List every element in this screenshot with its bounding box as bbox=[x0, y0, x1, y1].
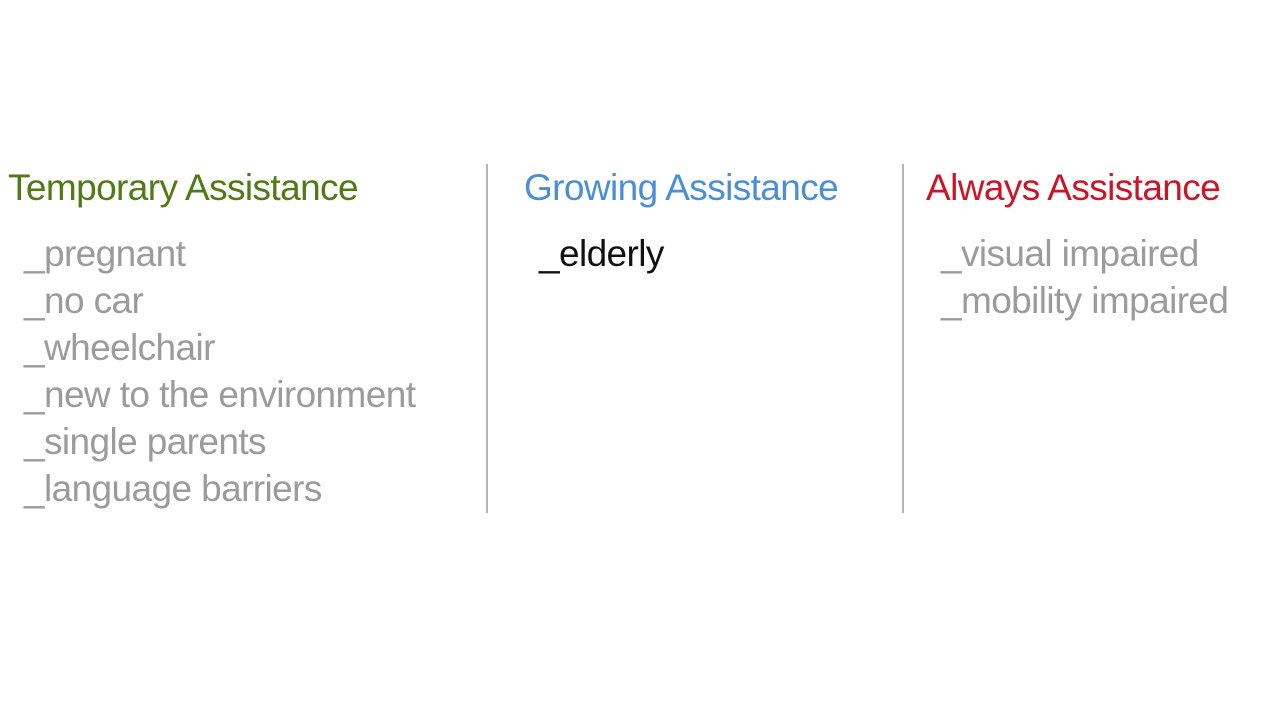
list-item: _mobility impaired bbox=[941, 280, 1229, 321]
list-item: _pregnant bbox=[24, 233, 186, 274]
list-temporary-assistance: _pregnant _no car _wheelchair _new to th… bbox=[8, 230, 416, 512]
column-growing-assistance: Growing Assistance _elderly bbox=[524, 166, 839, 277]
list-item: _wheelchair bbox=[24, 327, 215, 368]
heading-temporary-assistance: Temporary Assistance bbox=[8, 167, 359, 208]
column-always-assistance: Always Assistance _visual impaired _mobi… bbox=[926, 166, 1229, 324]
list-item: _no car bbox=[24, 280, 144, 321]
list-item: _language barriers bbox=[24, 468, 322, 509]
list-growing-assistance: _elderly bbox=[524, 230, 838, 277]
list-item: _visual impaired bbox=[941, 233, 1199, 274]
column-divider bbox=[902, 164, 904, 513]
list-item: _elderly bbox=[539, 233, 664, 274]
list-item: _single parents bbox=[24, 421, 267, 462]
list-always-assistance: _visual impaired _mobility impaired bbox=[926, 230, 1229, 324]
column-temporary-assistance: Temporary Assistance _pregnant _no car _… bbox=[8, 166, 416, 512]
heading-always-assistance: Always Assistance bbox=[926, 167, 1221, 208]
heading-growing-assistance: Growing Assistance bbox=[524, 167, 839, 208]
list-item: _new to the environment bbox=[24, 374, 416, 415]
column-divider bbox=[486, 164, 488, 513]
